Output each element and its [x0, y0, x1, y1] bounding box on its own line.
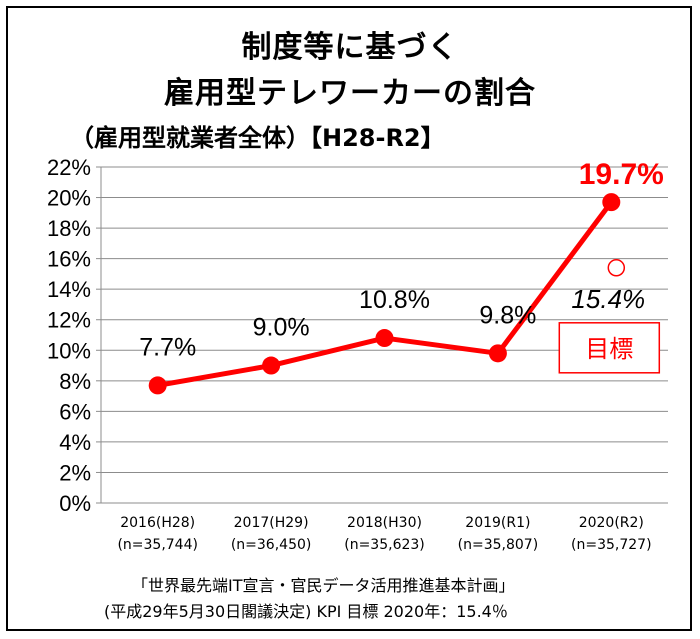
footer-note-line1: 「世界最先端IT宣言・官民データ活用推進基本計画」 — [132, 576, 515, 595]
y-tick-label: 20% — [47, 186, 91, 211]
data-point — [602, 193, 621, 212]
y-tick-label: 6% — [59, 399, 91, 424]
x-tick-label: 2018(H30) — [347, 515, 422, 531]
x-tick-sublabel: (n=35,727) — [571, 537, 652, 553]
target-label: 15.4% — [571, 284, 645, 314]
y-tick-label: 8% — [59, 369, 91, 394]
data-label: 10.8% — [359, 286, 430, 314]
chart-title-line1: 制度等に基づく — [241, 30, 459, 65]
y-tick-label: 10% — [47, 338, 91, 363]
x-tick-sublabel: (n=35,623) — [344, 537, 425, 553]
x-tick-sublabel: (n=35,807) — [458, 537, 539, 553]
y-tick-label: 16% — [47, 247, 91, 272]
data-point — [375, 329, 394, 348]
y-tick-label: 12% — [47, 308, 91, 333]
data-point — [488, 344, 507, 363]
x-tick-label: 2019(R1) — [465, 515, 530, 531]
data-label: 9.0% — [253, 314, 310, 342]
target-marker — [607, 259, 626, 277]
y-tick-label: 14% — [47, 277, 91, 302]
y-tick-label: 4% — [59, 430, 91, 455]
y-tick-label: 18% — [47, 216, 91, 241]
x-tick-sublabel: (n=35,744) — [117, 537, 198, 553]
x-tick-label: 2017(H29) — [234, 515, 309, 531]
footer-note-line2: (平成29年5月30日閣議決定) KPI 目標 2020年：15.4％ — [104, 602, 508, 621]
x-tick-sublabel: (n=36,450) — [231, 537, 312, 553]
target-badge-text: 目標 — [585, 335, 633, 363]
y-tick-label: 2% — [59, 460, 91, 485]
y-tick-label: 0% — [59, 491, 91, 516]
x-tick-label: 2020(R2) — [579, 515, 644, 531]
chart-subtitle: （雇用型就業者全体）【H28-R2】 — [70, 124, 445, 152]
target-badge — [558, 322, 661, 374]
data-point — [262, 356, 281, 375]
x-tick-label: 2016(H28) — [120, 515, 195, 531]
data-point — [148, 376, 167, 395]
y-tick-label: 22% — [47, 155, 91, 180]
data-label: 7.7% — [139, 333, 196, 361]
data-label: 9.8% — [479, 301, 536, 329]
data-label: 19.7% — [579, 158, 664, 191]
chart-title-line2: 雇用型テレワーカーの割合 — [164, 76, 536, 111]
